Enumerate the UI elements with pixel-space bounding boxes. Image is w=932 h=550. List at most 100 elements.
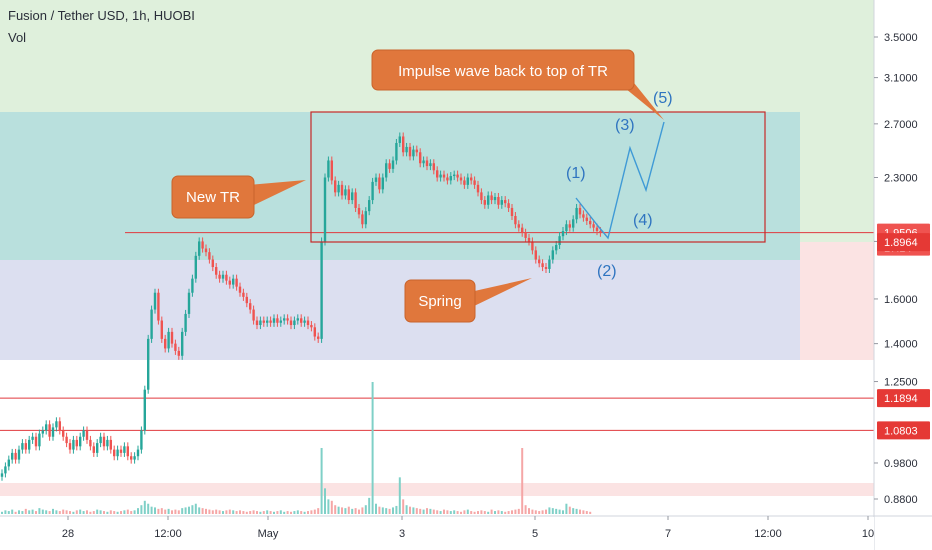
volume-bar bbox=[211, 510, 214, 514]
price-tag-bg bbox=[877, 421, 930, 440]
candle-body bbox=[79, 436, 82, 447]
candle-body bbox=[582, 214, 585, 218]
candle-body bbox=[300, 318, 303, 323]
volume-indicator-label[interactable]: Vol bbox=[8, 30, 27, 45]
candle-body bbox=[14, 452, 17, 460]
volume-bar bbox=[252, 510, 255, 514]
volume-bar bbox=[548, 507, 551, 514]
callout-spring[interactable]: Spring bbox=[404, 278, 532, 323]
candle-body bbox=[527, 237, 531, 242]
volume-bar bbox=[490, 509, 493, 514]
candle-body bbox=[483, 200, 486, 205]
volume-bar bbox=[381, 507, 384, 514]
candle-body bbox=[38, 433, 41, 447]
volume-bar bbox=[157, 508, 160, 514]
trading-range-box[interactable] bbox=[310, 111, 766, 243]
candle-body bbox=[347, 189, 350, 201]
volume-bar bbox=[300, 511, 303, 514]
candle-body bbox=[116, 449, 119, 457]
candle-body bbox=[65, 436, 68, 444]
candle-body bbox=[153, 292, 157, 310]
candle-body bbox=[92, 446, 95, 453]
volume-bar bbox=[286, 511, 289, 514]
y-tick-label: 2.7000 bbox=[884, 119, 918, 131]
candle-body bbox=[524, 232, 527, 238]
candle-body bbox=[262, 320, 265, 323]
callout-spring-text: Spring bbox=[418, 293, 461, 310]
candle-body bbox=[449, 176, 452, 181]
volume-bar bbox=[18, 510, 20, 514]
volume-bar bbox=[470, 511, 473, 514]
volume-bar bbox=[283, 511, 286, 514]
candles-layer bbox=[0, 132, 602, 481]
volume-bar bbox=[24, 508, 27, 514]
volume-bar bbox=[514, 509, 517, 514]
volume-bar bbox=[432, 509, 435, 514]
volume-bar bbox=[358, 509, 360, 514]
x-tick-label: 5 bbox=[532, 528, 538, 540]
candle-body bbox=[147, 338, 150, 390]
volume-bar bbox=[79, 509, 82, 514]
candle-body bbox=[58, 421, 61, 431]
candle-body bbox=[242, 292, 245, 297]
x-tick-label: 28 bbox=[62, 528, 74, 540]
price-tag-bg bbox=[877, 233, 930, 252]
x-tick-label: May bbox=[258, 528, 279, 540]
candle-body bbox=[323, 177, 327, 242]
volume-bar bbox=[235, 511, 238, 514]
volume-bar bbox=[517, 508, 520, 514]
volume-bar bbox=[504, 511, 507, 514]
candle-body bbox=[442, 174, 446, 178]
candle-body bbox=[293, 320, 296, 326]
volume-bar bbox=[96, 509, 99, 514]
volume-bar bbox=[368, 497, 371, 514]
wave-projection-path[interactable] bbox=[575, 121, 665, 240]
candle-body bbox=[99, 436, 102, 444]
volume-bar bbox=[419, 508, 422, 514]
candle-body bbox=[96, 443, 99, 453]
candle-body bbox=[541, 263, 544, 268]
x-tick-label: 12:00 bbox=[154, 528, 182, 540]
candle-body bbox=[208, 252, 211, 260]
callout-impulse[interactable]: Impulse wave back to top of TR bbox=[371, 49, 664, 120]
candle-body bbox=[133, 456, 136, 460]
candle-body bbox=[211, 259, 214, 268]
volume-bar bbox=[497, 510, 500, 514]
candle-body bbox=[68, 443, 72, 450]
candle-body bbox=[238, 286, 242, 293]
volume-bar bbox=[232, 510, 235, 514]
volume-bar bbox=[194, 503, 197, 514]
candle-body bbox=[82, 430, 85, 437]
volume-bar bbox=[48, 511, 51, 514]
y-tick-label: 1.2500 bbox=[884, 377, 918, 389]
volume-bar bbox=[239, 510, 241, 514]
callout-new-tr[interactable]: New TR bbox=[171, 175, 306, 219]
volume-bar bbox=[242, 511, 245, 514]
volume-bar bbox=[317, 508, 320, 514]
time-axis[interactable]: 28 12:00 May 3 5 7 12:00 10 bbox=[62, 516, 874, 540]
candle-body bbox=[41, 430, 44, 434]
volume-bar bbox=[11, 509, 14, 514]
candle-body bbox=[429, 163, 432, 167]
candle-body bbox=[436, 170, 439, 178]
volume-bar bbox=[21, 511, 24, 514]
candle-body bbox=[419, 152, 422, 164]
candle-body bbox=[351, 192, 354, 201]
candle-body bbox=[269, 320, 272, 323]
candle-body bbox=[0, 473, 4, 477]
volume-bar bbox=[487, 511, 490, 514]
candle-body bbox=[405, 146, 408, 153]
volume-bar bbox=[507, 511, 510, 514]
candle-body bbox=[7, 459, 10, 467]
candle-body bbox=[453, 174, 456, 177]
candle-body bbox=[140, 430, 143, 450]
volume-bar bbox=[137, 508, 139, 514]
volume-bar bbox=[201, 508, 204, 514]
candle-body bbox=[75, 439, 78, 447]
volume-bar bbox=[341, 507, 343, 514]
candle-body bbox=[402, 136, 405, 153]
volume-bar bbox=[147, 503, 150, 514]
volume-bar bbox=[534, 510, 537, 514]
